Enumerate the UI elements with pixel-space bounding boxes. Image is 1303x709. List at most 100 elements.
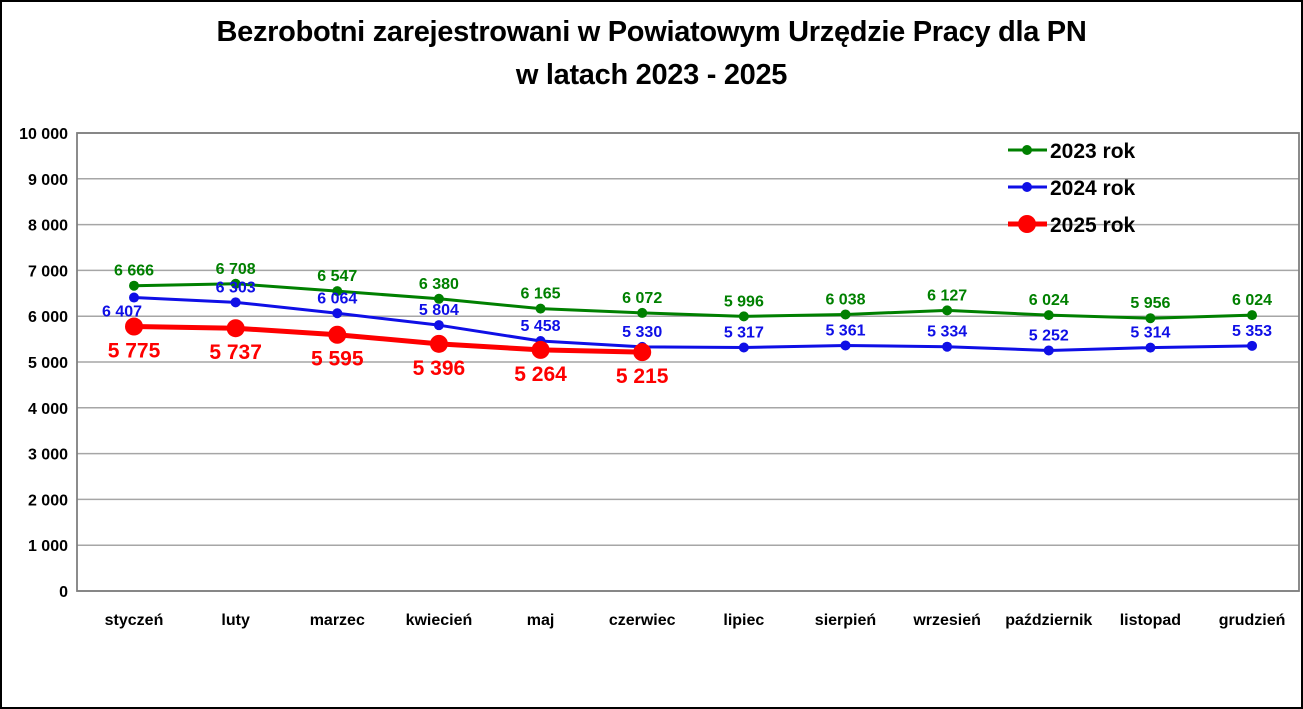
legend-label: 2025 rok [1050,214,1136,237]
data-label: 5 361 [825,322,865,339]
data-point [942,305,953,316]
series-line-2025-rok [131,324,645,355]
data-label: 5 215 [616,365,669,388]
series-line-2024-rok [132,296,1254,352]
data-point [840,340,851,351]
data-point [1247,310,1258,321]
x-axis-label: maj [527,612,555,629]
y-axis-tick-label: 1 000 [28,538,68,555]
data-point [433,293,444,304]
data-label: 6 380 [419,276,459,293]
series-line-2023-rok [132,282,1254,320]
legend-label: 2024 rok [1050,177,1136,200]
data-label: 5 458 [521,318,561,335]
data-point [942,341,953,352]
chart-title: Bezrobotni zarejestrowani w Powiatowym U… [2,11,1301,97]
data-label: 5 317 [724,324,764,341]
data-point [332,308,343,319]
data-label: 5 595 [311,348,364,371]
data-label: 5 775 [108,340,161,363]
data-label: 6 547 [317,268,357,285]
x-axis-label: listopad [1120,612,1181,629]
data-point [738,342,749,353]
data-label: 5 264 [514,363,567,386]
data-label: 6 666 [114,263,154,280]
data-point [1145,313,1156,324]
y-axis-tick-label: 2 000 [28,492,68,509]
x-axis-label: kwiecień [406,612,473,629]
data-point [531,340,550,359]
y-axis-tick-label: 8 000 [28,218,68,235]
data-point [230,278,241,289]
data-point [433,320,444,331]
data-point [328,325,347,344]
legend: 2023 rok 2024 rok 2025 rok [1008,140,1136,237]
y-axis-tick-label: 3 000 [28,447,68,464]
y-axis-tick-label: 10 000 [19,126,68,143]
data-label: 6 165 [521,286,561,303]
data-point [1043,345,1054,356]
data-label: 5 996 [724,293,764,310]
plot-border [76,132,1300,592]
data-label: 6 072 [622,290,662,307]
legend-item: 2023 rok [1008,140,1136,163]
data-point [226,319,245,338]
x-axis-label: styczeń [105,612,164,629]
x-axis-label: wrzesień [912,612,981,629]
data-point [633,343,652,362]
x-axis-label: październik [1005,612,1092,629]
data-point [738,311,749,322]
data-label: 6 024 [1029,292,1069,309]
data-point [1247,340,1258,351]
x-axis-label: marzec [310,612,365,629]
data-point [332,286,343,297]
data-label: 5 330 [622,324,662,341]
data-label: 5 353 [1232,323,1272,340]
x-axis-label: lipiec [723,612,764,629]
y-axis-tick-label: 0 [59,584,68,601]
data-point [637,307,648,318]
data-label: 5 314 [1130,325,1170,342]
data-point [230,297,241,308]
data-label: 6 303 [216,279,256,296]
y-axis-tick-label: 7 000 [28,263,68,280]
data-label: 5 334 [927,324,967,341]
data-point [129,292,139,303]
x-axis-label: sierpień [815,612,876,629]
chart-title-line1: Bezrobotni zarejestrowani w Powiatowym U… [216,16,1087,48]
data-label: 5 252 [1029,327,1069,344]
data-label: 6 064 [317,290,357,307]
data-label: 5 396 [413,357,466,380]
data-point [535,303,546,314]
data-point [1043,310,1054,321]
data-point [1145,342,1156,353]
chart-title-line2: w latach 2023 - 2025 [515,59,788,91]
legend-label: 2023 rok [1050,140,1136,163]
data-label: 5 804 [419,302,459,319]
legend-item: 2025 rok [1008,214,1136,237]
data-point [429,334,448,353]
data-point [125,317,143,336]
legend-item: 2024 rok [1008,177,1136,200]
y-axis-tick-label: 5 000 [28,355,68,372]
data-label: 6 024 [1232,292,1272,309]
legend-marker-icon [1018,215,1036,233]
y-axis-tick-label: 6 000 [28,309,68,326]
data-label: 6 708 [216,261,256,278]
y-axis-tick-label: 4 000 [28,401,68,418]
y-axis-tick-label: 9 000 [28,172,68,189]
x-axis-label: grudzień [1219,612,1286,629]
legend-marker-icon [1022,145,1032,155]
data-label: 5 956 [1130,295,1170,312]
data-point [129,280,139,291]
data-label: 5 737 [209,341,262,364]
data-label: 6 407 [102,304,142,321]
legend-marker-icon [1022,182,1032,192]
data-label: 6 038 [825,291,865,308]
data-point [840,309,851,320]
x-axis-label: czerwiec [609,612,676,629]
data-label: 6 127 [927,287,967,304]
x-axis-label: luty [221,612,250,629]
